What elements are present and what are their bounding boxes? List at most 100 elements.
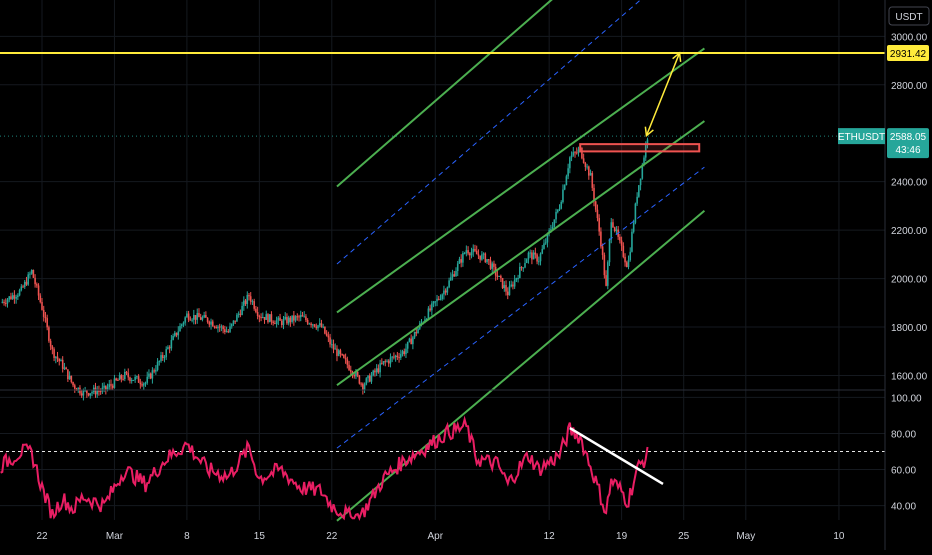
candle-body bbox=[182, 322, 185, 325]
candle-body bbox=[196, 313, 199, 320]
candle-body bbox=[113, 378, 116, 388]
candle-body bbox=[396, 355, 399, 358]
candle-body bbox=[517, 277, 519, 279]
candle-body bbox=[608, 239, 611, 263]
candle-body bbox=[229, 326, 231, 332]
price-axis[interactable]: 1600.00 1800.00 2000.00 2200.00 2400.00 2800.… bbox=[891, 32, 928, 382]
candle-body bbox=[294, 316, 297, 321]
candle-body bbox=[368, 375, 371, 382]
current-price-badge[interactable] bbox=[887, 128, 929, 159]
candle-body bbox=[232, 320, 235, 324]
rsi-trendline[interactable] bbox=[569, 426, 664, 486]
candle-body bbox=[293, 315, 295, 321]
time-tick-label: 19 bbox=[616, 531, 628, 542]
channel-line[interactable] bbox=[336, 0, 704, 188]
candle-body bbox=[98, 390, 100, 392]
candle-body bbox=[237, 313, 240, 315]
candle-body bbox=[439, 299, 442, 301]
rsi-axis[interactable]: 40.00 60.00 80.00 100.00 bbox=[891, 393, 922, 512]
candle-body bbox=[118, 375, 121, 381]
candle-body bbox=[481, 254, 483, 260]
candle-body bbox=[239, 313, 242, 315]
price-tick-label: 1600.00 bbox=[891, 371, 928, 382]
candle-body bbox=[286, 316, 288, 324]
candle-body bbox=[134, 376, 136, 380]
candle-body bbox=[201, 317, 204, 320]
candle-body bbox=[484, 253, 487, 263]
channel-mid-line[interactable] bbox=[336, 0, 704, 265]
candle-body bbox=[636, 196, 638, 204]
candle-body bbox=[469, 253, 471, 256]
resistance-box[interactable] bbox=[579, 143, 701, 153]
rsi-tick-label: 100.00 bbox=[891, 393, 922, 404]
candle-body bbox=[149, 373, 152, 379]
candle-body bbox=[632, 222, 635, 232]
candle-body bbox=[607, 262, 609, 286]
candle-body bbox=[280, 320, 283, 325]
candle-body bbox=[565, 176, 568, 186]
candle-body bbox=[148, 373, 150, 377]
candle-body bbox=[451, 274, 454, 278]
candle-body bbox=[543, 243, 545, 249]
candle-body bbox=[77, 387, 80, 391]
candle-body bbox=[227, 331, 230, 333]
candle-body bbox=[462, 253, 464, 263]
candle-body bbox=[400, 354, 402, 358]
currency-badge[interactable]: USDT bbox=[888, 6, 930, 26]
candle-body bbox=[124, 371, 126, 380]
candle-body bbox=[341, 353, 343, 355]
candle-body bbox=[398, 357, 400, 359]
candle-body bbox=[175, 332, 178, 336]
candle-body bbox=[161, 355, 164, 358]
candle-body bbox=[155, 369, 157, 372]
candle-body bbox=[501, 277, 504, 289]
candle-body bbox=[217, 326, 219, 329]
candle-body bbox=[299, 315, 302, 318]
candle-body bbox=[136, 376, 138, 378]
candle-body bbox=[163, 357, 166, 359]
candle-body bbox=[546, 233, 549, 243]
candle-body bbox=[262, 317, 264, 319]
channel-line[interactable] bbox=[336, 120, 705, 386]
candle-body bbox=[570, 155, 573, 158]
candle-body bbox=[73, 385, 76, 389]
candle-body bbox=[519, 266, 521, 278]
candle-body bbox=[496, 275, 499, 277]
candle-body bbox=[489, 260, 492, 269]
projection-arrow-line[interactable] bbox=[645, 52, 681, 136]
candle-body bbox=[531, 252, 533, 260]
candle-body bbox=[30, 269, 33, 274]
candle-body bbox=[158, 360, 161, 362]
candle-body bbox=[203, 315, 205, 318]
channel-line[interactable] bbox=[336, 47, 705, 314]
candle-body bbox=[260, 317, 262, 319]
candle-body bbox=[42, 309, 45, 317]
rsi-line[interactable] bbox=[0, 415, 649, 522]
time-tick-label: Apr bbox=[428, 531, 444, 542]
resistance-price-badge[interactable] bbox=[887, 44, 929, 61]
candle-body bbox=[89, 393, 92, 396]
candle-body bbox=[179, 326, 181, 332]
candle-body bbox=[375, 368, 378, 373]
candle-body bbox=[515, 278, 518, 280]
ticker-symbol-badge[interactable] bbox=[838, 128, 885, 145]
candle-body bbox=[210, 321, 212, 325]
candle-body bbox=[253, 301, 255, 309]
candle-body bbox=[267, 314, 269, 323]
candle-body bbox=[137, 376, 140, 383]
candle-body bbox=[180, 324, 183, 327]
candle-body bbox=[643, 157, 645, 165]
candle-body bbox=[412, 337, 414, 345]
candle-body bbox=[600, 231, 602, 247]
candle-body bbox=[122, 378, 124, 380]
candle-body bbox=[205, 315, 207, 318]
candle-body bbox=[601, 246, 604, 255]
candle-body bbox=[344, 357, 347, 360]
candle-body bbox=[541, 248, 544, 254]
currency-label: USDT bbox=[895, 12, 922, 23]
candle-body bbox=[413, 332, 416, 338]
candle-body bbox=[172, 335, 174, 340]
candle-body bbox=[151, 370, 154, 379]
time-axis[interactable]: 22 Mar 8 15 22 Apr 12 19 25 May 10 bbox=[36, 531, 845, 542]
